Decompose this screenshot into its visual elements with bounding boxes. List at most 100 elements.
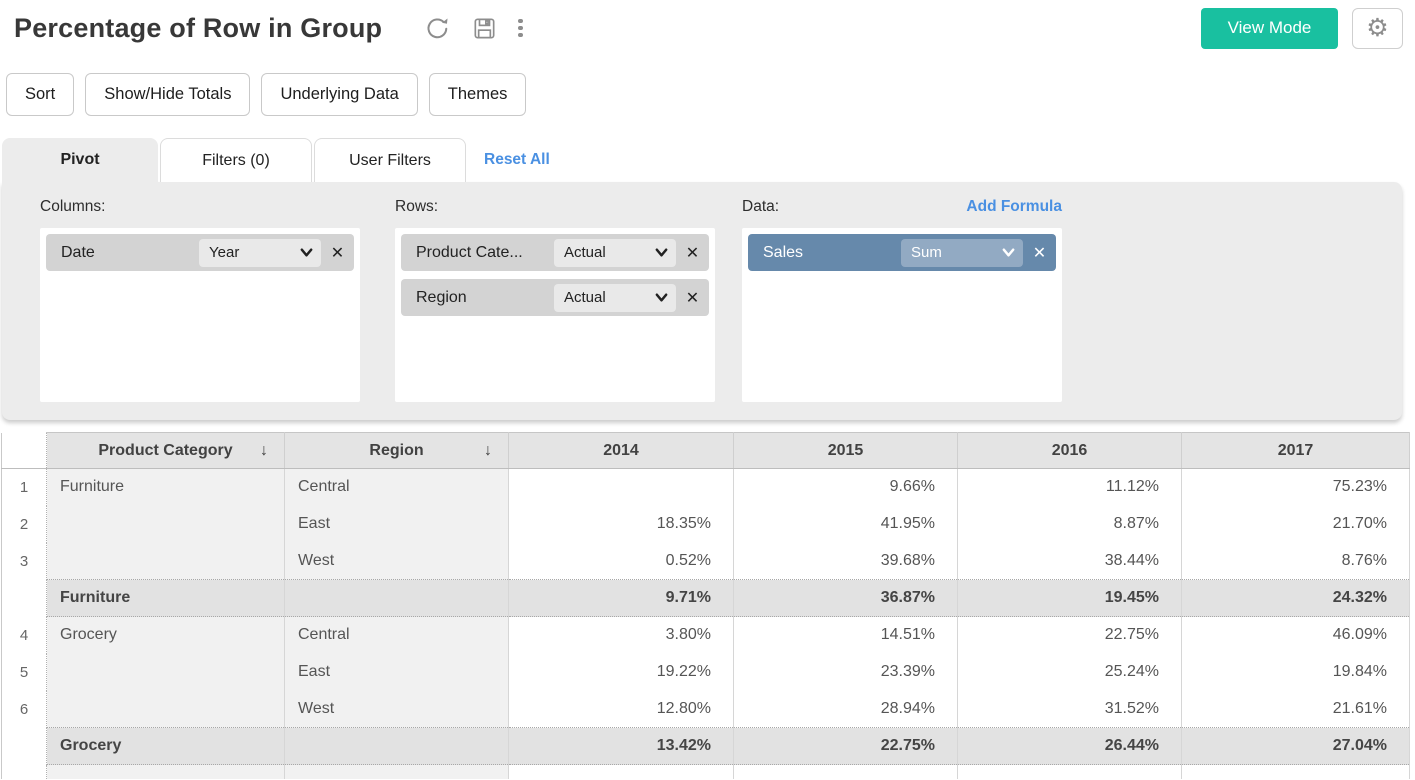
- table-total-row: Grocery 13.42% 22.75% 26.44% 27.04%: [1, 727, 1410, 765]
- data-section: Data: Add Formula Sales Sum ✕: [742, 196, 1062, 420]
- rows-dropzone[interactable]: Product Cate... Actual ✕ Region Actual ✕: [395, 228, 715, 402]
- tab-filters[interactable]: Filters (0): [160, 138, 312, 182]
- column-header-label: Region: [369, 441, 424, 459]
- remove-field-icon[interactable]: ✕: [330, 244, 345, 262]
- page-title: Percentage of Row in Group: [14, 12, 383, 43]
- chevron-down-icon: [1002, 248, 1015, 257]
- field-modifier-value: Sum: [911, 244, 942, 261]
- pivot-config-panel: Columns: Date Year ✕ Rows: Product Cate.…: [2, 182, 1402, 420]
- column-header-region[interactable]: Region ↓: [284, 432, 509, 469]
- tab-pivot[interactable]: Pivot: [2, 138, 158, 182]
- top-bar: Percentage of Row in Group View Mode ⚙: [0, 0, 1415, 50]
- field-modifier-value: Actual: [564, 289, 606, 306]
- region-cell: West: [284, 542, 509, 580]
- value-cell: 22.75%: [733, 727, 958, 765]
- value-cell: 8.76%: [1181, 542, 1410, 580]
- value-cell: 27.04%: [1181, 727, 1410, 765]
- category-total-cell: Furniture: [46, 579, 285, 617]
- value-cell: 12.80%: [508, 690, 734, 728]
- value-cell: 14.51%: [733, 616, 958, 654]
- category-total-cell: Grocery: [46, 727, 285, 765]
- category-cell: [46, 505, 285, 543]
- remove-field-icon[interactable]: ✕: [1032, 244, 1047, 262]
- table-row: 1 Furniture Central 9.66% 11.12% 75.23%: [1, 468, 1410, 506]
- remove-field-icon[interactable]: ✕: [685, 244, 700, 262]
- field-modifier-select[interactable]: Actual: [554, 283, 676, 312]
- field-chip-region[interactable]: Region Actual ✕: [401, 279, 709, 316]
- column-header-2015[interactable]: 2015: [733, 432, 958, 469]
- value-cell: 13.42%: [508, 727, 734, 765]
- field-chip-label: Sales: [763, 243, 804, 261]
- table-row: 3 West 0.52% 39.68% 38.44% 8.76%: [1, 542, 1410, 580]
- value-cell: 41.95%: [733, 505, 958, 543]
- value-cell: 39.68%: [733, 542, 958, 580]
- topbar-right: View Mode ⚙: [1201, 7, 1403, 49]
- region-cell: [284, 727, 509, 765]
- add-formula-link[interactable]: Add Formula: [966, 198, 1062, 215]
- value-cell: 24.32%: [1181, 579, 1410, 617]
- field-modifier-select[interactable]: Sum: [901, 238, 1023, 267]
- corner-header-cell: [1, 432, 47, 469]
- column-header-label: 2016: [1051, 441, 1088, 459]
- value-cell: 38.44%: [957, 542, 1182, 580]
- chevron-down-icon: [655, 293, 668, 302]
- value-cell: 21.70%: [1181, 505, 1410, 543]
- field-chip-date[interactable]: Date Year ✕: [46, 234, 354, 271]
- field-modifier-select[interactable]: Actual: [554, 238, 676, 267]
- column-header-2014[interactable]: 2014: [508, 432, 734, 469]
- tab-user-filters[interactable]: User Filters: [314, 138, 466, 182]
- column-header-2017[interactable]: 2017: [1181, 432, 1410, 469]
- title-actions: [424, 15, 523, 42]
- column-header-2016[interactable]: 2016: [957, 432, 1182, 469]
- row-number-cell: 3: [1, 542, 47, 580]
- row-number-cell: [1, 727, 47, 765]
- show-hide-totals-button[interactable]: Show/Hide Totals: [85, 73, 251, 116]
- value-cell: 22.75%: [957, 616, 1182, 654]
- row-number-cell: 2: [1, 505, 47, 543]
- table-row: 4 Grocery Central 3.80% 14.51% 22.75% 46…: [1, 616, 1410, 654]
- category-cell: Grocery: [46, 616, 285, 654]
- row-number-cell: 5: [1, 653, 47, 691]
- column-header-label: 2014: [603, 441, 639, 459]
- rows-label: Rows:: [395, 198, 439, 215]
- column-header-label: Product Category: [98, 441, 233, 459]
- category-cell: Furniture: [46, 468, 285, 506]
- columns-dropzone[interactable]: Date Year ✕: [40, 228, 360, 402]
- value-cell: 3.80%: [508, 616, 734, 654]
- value-cell: 28.94%: [733, 690, 958, 728]
- category-cell: [46, 653, 285, 691]
- value-cell: 23.39%: [733, 653, 958, 691]
- value-cell: 18.35%: [508, 505, 734, 543]
- more-menu-button[interactable]: [518, 17, 523, 40]
- reset-all-link[interactable]: Reset All: [484, 151, 550, 168]
- value-cell: 26.44%: [957, 727, 1182, 765]
- table-row: 2 East 18.35% 41.95% 8.87% 21.70%: [1, 505, 1410, 543]
- value-cell: 19.84%: [1181, 653, 1410, 691]
- save-icon: [474, 18, 495, 39]
- save-button[interactable]: [472, 16, 497, 41]
- field-chip-product-category[interactable]: Product Cate... Actual ✕: [401, 234, 709, 271]
- chevron-down-icon: [655, 248, 668, 257]
- value-cell: 0.52%: [508, 542, 734, 580]
- value-cell: [508, 468, 734, 506]
- settings-button[interactable]: ⚙: [1352, 7, 1403, 49]
- field-modifier-value: Actual: [564, 244, 606, 261]
- field-chip-sales[interactable]: Sales Sum ✕: [748, 234, 1056, 271]
- field-modifier-value: Year: [209, 244, 240, 261]
- underlying-data-button[interactable]: Underlying Data: [261, 73, 418, 116]
- themes-button[interactable]: Themes: [428, 73, 527, 116]
- value-cell: 25.24%: [957, 653, 1182, 691]
- field-modifier-select[interactable]: Year: [199, 238, 321, 267]
- refresh-icon: [427, 17, 448, 38]
- sort-button[interactable]: Sort: [6, 73, 75, 116]
- region-cell: West: [284, 690, 509, 728]
- tab-bar: Pivot Filters (0) User Filters Reset All: [2, 138, 1415, 182]
- data-dropzone[interactable]: Sales Sum ✕: [742, 228, 1062, 402]
- value-cell: 21.61%: [1181, 690, 1410, 728]
- remove-field-icon[interactable]: ✕: [685, 289, 700, 307]
- refresh-button[interactable]: [424, 15, 451, 42]
- column-header-product-category[interactable]: Product Category ↓: [46, 432, 285, 469]
- value-cell: 9.66%: [733, 468, 958, 506]
- value-cell: 31.52%: [957, 690, 1182, 728]
- view-mode-button[interactable]: View Mode: [1201, 7, 1338, 49]
